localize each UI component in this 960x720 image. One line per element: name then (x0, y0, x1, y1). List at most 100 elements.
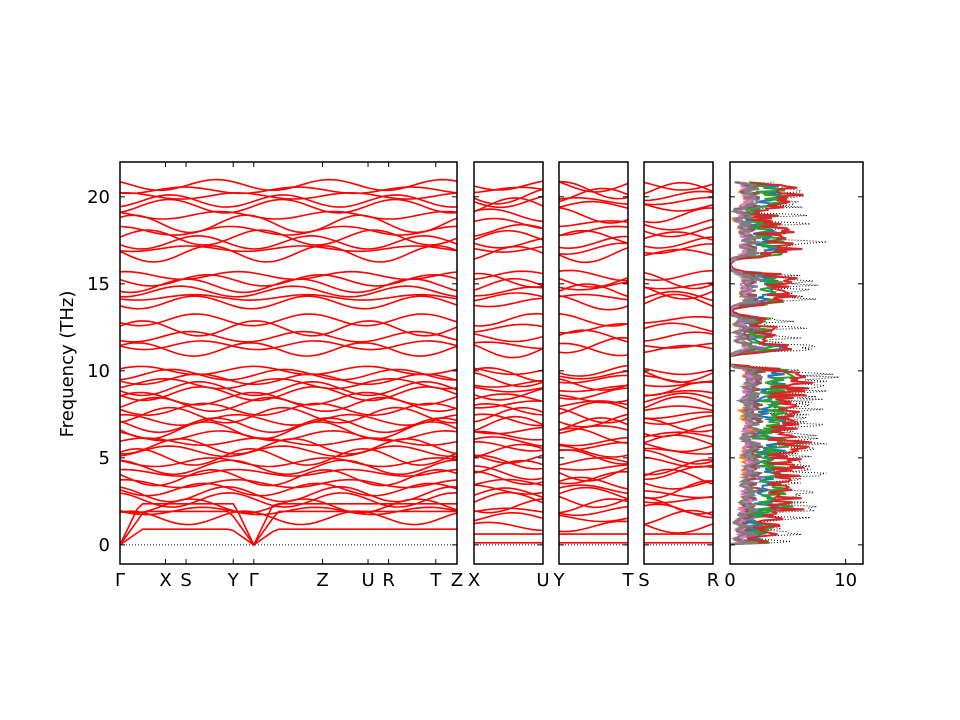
band-line (559, 281, 628, 291)
band-line (474, 443, 543, 458)
band-line (644, 315, 713, 324)
band-line (644, 243, 713, 255)
band-line (120, 198, 457, 214)
band-line (120, 225, 457, 236)
band-line (644, 196, 713, 206)
band-line (559, 276, 628, 288)
band-line (120, 506, 457, 516)
band-line (120, 210, 457, 220)
band-line (120, 278, 457, 294)
band-line (559, 293, 628, 301)
band-line (644, 269, 713, 282)
band-line (644, 203, 713, 212)
band-line (559, 229, 628, 244)
band-line (120, 421, 457, 440)
band-line (474, 371, 543, 388)
band-line (120, 510, 457, 526)
band-line (120, 380, 457, 397)
band-line (559, 394, 628, 404)
band-line (120, 402, 457, 417)
band-line (120, 386, 457, 402)
band-line (559, 187, 628, 203)
panel-frame (729, 161, 864, 565)
band-line (474, 341, 543, 350)
band-line (644, 181, 713, 191)
x-tick-label: Γ (115, 570, 125, 591)
band-line (559, 269, 628, 282)
band-line (644, 458, 713, 476)
band-line (559, 441, 628, 452)
band-line (474, 465, 543, 481)
band-line (644, 293, 713, 308)
band-line (120, 459, 457, 476)
band-line (644, 411, 713, 420)
band-line (644, 480, 713, 499)
band-line (559, 283, 628, 298)
band-line (644, 434, 713, 446)
band-line (644, 497, 713, 515)
band-line (474, 484, 543, 495)
plot-area (474, 180, 543, 546)
band-line (120, 285, 457, 298)
band-line (120, 320, 457, 337)
band-line (644, 479, 713, 490)
x-tick-label: S (180, 570, 191, 591)
x-tick-label: Z (451, 570, 463, 591)
band-line (474, 297, 543, 308)
band-line (559, 313, 628, 327)
x-tick-label: T (429, 570, 442, 591)
band-line (120, 229, 457, 246)
band-line (644, 423, 713, 438)
band-line (120, 244, 457, 263)
plot-area (120, 178, 457, 547)
band-line (559, 464, 628, 471)
band-line (644, 236, 713, 249)
band-line (120, 485, 457, 503)
band-line (559, 486, 628, 500)
band-line (120, 447, 457, 466)
panel-frame (119, 161, 458, 565)
band-line (559, 498, 628, 514)
x-tick-label: U (361, 570, 374, 591)
band-line (120, 313, 457, 327)
band-line (474, 237, 543, 249)
band-line (120, 178, 457, 192)
band-line (559, 235, 628, 250)
band-line (559, 220, 628, 228)
band-line (120, 368, 457, 381)
band-line (120, 234, 457, 250)
band-line (559, 444, 628, 458)
band-line (474, 323, 543, 333)
band-line (120, 373, 457, 386)
band-line (120, 365, 457, 376)
band-line (559, 374, 628, 384)
x-tick-label: X (468, 570, 480, 591)
band-line (644, 344, 713, 354)
band-line (120, 510, 457, 547)
band-line (474, 478, 543, 487)
band-line (474, 272, 543, 288)
x-tick-label: 10 (834, 570, 857, 591)
band-line (474, 454, 543, 464)
band-line (644, 370, 713, 384)
band-line (474, 393, 543, 403)
band-line (120, 186, 457, 195)
band-line (474, 277, 543, 291)
band-line (120, 191, 457, 200)
band-line (120, 429, 457, 442)
band-line (120, 468, 457, 477)
y-tick-label: 15 (87, 274, 110, 295)
band-line (644, 509, 713, 526)
band-line (559, 514, 628, 523)
band-line (644, 322, 713, 333)
band-line (120, 468, 457, 487)
panel-5: 0 10 (724, 161, 864, 591)
band-line (559, 484, 628, 495)
plot-area (730, 181, 840, 549)
y-tick-label: 0 (99, 535, 110, 556)
band-line (474, 498, 543, 514)
band-line (120, 445, 457, 458)
band-line (474, 208, 543, 223)
band-line (644, 490, 713, 499)
x-tick-label: Y (553, 570, 566, 591)
